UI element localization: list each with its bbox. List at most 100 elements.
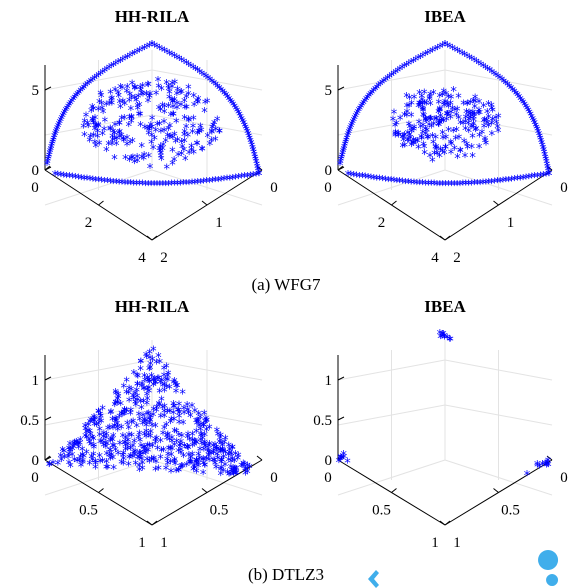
data-point: * [544, 162, 551, 177]
data-point: * [118, 399, 125, 414]
data-point: * [144, 389, 151, 404]
data-point: * [218, 175, 225, 190]
data-point: * [352, 111, 359, 126]
data-point: * [487, 65, 494, 80]
data-point: * [197, 122, 204, 137]
data-point: * [439, 128, 446, 143]
data-point: * [51, 131, 58, 146]
data-point: * [215, 175, 222, 190]
data-point: * [440, 179, 447, 194]
data-point: * [200, 459, 207, 474]
data-point: * [178, 462, 185, 477]
x-tick-label: 0 [324, 180, 332, 196]
data-point: * [165, 124, 172, 139]
data-point: * [200, 420, 207, 435]
data-point: * [188, 61, 195, 76]
data-point: * [485, 177, 492, 192]
data-point: * [179, 431, 186, 446]
data-point: * [221, 174, 228, 189]
data-point: * [443, 89, 450, 104]
data-point: * [350, 117, 357, 132]
data-point: * [161, 126, 168, 141]
data-point: * [125, 459, 132, 474]
data-point: * [188, 141, 195, 156]
data-point: * [137, 436, 144, 451]
data-point: * [417, 178, 424, 193]
data-point: * [141, 150, 148, 165]
data-point: * [83, 427, 90, 442]
data-point: * [158, 149, 165, 164]
data-point: * [152, 435, 159, 450]
data-point: * [176, 408, 183, 423]
data-point: * [117, 56, 124, 71]
data-point: * [128, 112, 135, 127]
data-point: * [122, 408, 129, 423]
data-point: * [422, 49, 429, 64]
data-point: * [172, 379, 179, 394]
data-point: * [50, 458, 57, 473]
data-point: * [134, 101, 141, 116]
data-point: * [106, 450, 113, 465]
data-point: * [96, 407, 103, 422]
data-point: * [109, 94, 116, 109]
z-tick-label: 0.5 [313, 413, 332, 429]
data-point: * [545, 167, 552, 182]
data-point: * [97, 437, 104, 452]
data-point: * [98, 99, 105, 114]
data-point: * [402, 141, 409, 156]
data-point: * [127, 451, 134, 466]
data-point: * [130, 416, 137, 431]
data-point: * [401, 61, 408, 76]
data-point: * [136, 453, 143, 468]
data-point: * [123, 375, 130, 390]
data-point: * [132, 397, 139, 412]
data-point: * [183, 122, 190, 137]
data-point: * [144, 123, 151, 138]
data-point: * [189, 430, 196, 445]
data-point: * [256, 169, 263, 184]
data-point: * [224, 92, 231, 107]
data-point: * [180, 451, 187, 466]
data-point: * [254, 159, 261, 174]
data-point: * [244, 171, 251, 186]
data-point: * [179, 387, 186, 402]
data-point: * [44, 157, 51, 172]
data-point: * [420, 50, 427, 65]
data-point: * [166, 434, 173, 449]
data-point: * [511, 87, 518, 102]
data-point: * [226, 455, 233, 470]
data-point: * [433, 114, 440, 129]
data-point: * [457, 118, 464, 133]
data-point: * [222, 433, 229, 448]
chart-title: HH-RILA [115, 7, 190, 26]
data-point: * [528, 112, 535, 127]
data-point: * [209, 122, 216, 137]
data-point: * [149, 39, 156, 54]
data-point: * [497, 73, 504, 88]
data-point: * [353, 170, 360, 185]
data-point: * [194, 419, 201, 434]
data-point: * [130, 152, 137, 167]
data-point: * [114, 133, 121, 148]
data-point: * [92, 137, 99, 152]
data-point: * [163, 361, 170, 376]
data-point: * [404, 110, 411, 125]
data-point: * [99, 437, 106, 452]
data-point: * [89, 455, 96, 470]
data-point: * [437, 105, 444, 120]
data-point: * [198, 435, 205, 450]
data-point: * [200, 177, 207, 192]
data-point: * [156, 386, 163, 401]
data-point: * [470, 108, 477, 123]
data-point: * [337, 454, 344, 469]
data-point: * [144, 398, 151, 413]
data-point: * [442, 39, 449, 54]
data-point: * [55, 121, 62, 136]
data-point: * [76, 87, 83, 102]
data-point: * [55, 169, 62, 184]
data-point: * [74, 89, 81, 104]
data-point: * [144, 409, 151, 424]
data-point: * [465, 119, 472, 134]
data-point: * [184, 443, 191, 458]
x-tick [444, 520, 451, 526]
